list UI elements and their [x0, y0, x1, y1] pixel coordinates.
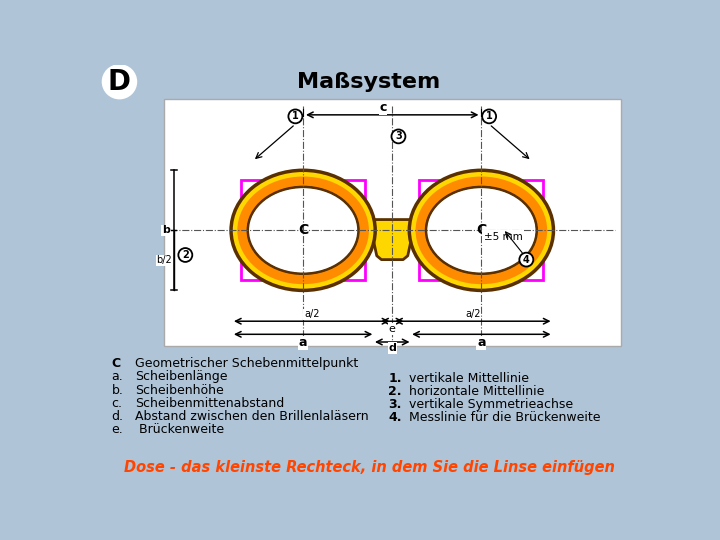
Text: a: a	[477, 336, 485, 349]
Text: Scheibenlänge: Scheibenlänge	[135, 370, 228, 383]
Text: 3.: 3.	[388, 398, 402, 411]
Text: a/2: a/2	[465, 309, 481, 319]
Text: Scheibenhöhe: Scheibenhöhe	[135, 383, 224, 396]
Text: e.: e.	[112, 423, 123, 436]
Circle shape	[289, 110, 302, 123]
Text: 1.: 1.	[388, 372, 402, 385]
Text: horizontale Mittellinie: horizontale Mittellinie	[409, 385, 544, 398]
Text: Dose - das kleinste Rechteck, in dem Sie die Linse einfügen: Dose - das kleinste Rechteck, in dem Sie…	[124, 460, 614, 475]
Text: b.: b.	[112, 383, 124, 396]
Text: Geometrischer Schebenmittelpunkt: Geometrischer Schebenmittelpunkt	[135, 357, 359, 370]
Text: a/2: a/2	[304, 309, 320, 319]
Text: Abstand zwischen den Brillenlaläsern: Abstand zwischen den Brillenlaläsern	[135, 410, 369, 423]
Text: a: a	[299, 336, 307, 349]
Text: vertikale Mittellinie: vertikale Mittellinie	[409, 372, 529, 385]
Text: Maßsystem: Maßsystem	[297, 72, 441, 92]
Text: d.: d.	[112, 410, 124, 423]
Text: Brückenweite: Brückenweite	[135, 423, 224, 436]
Ellipse shape	[248, 187, 359, 274]
Text: ±5 mm: ±5 mm	[484, 232, 523, 241]
Ellipse shape	[238, 177, 369, 284]
Text: 3: 3	[395, 131, 402, 141]
Text: D: D	[108, 68, 131, 96]
Bar	[241, 180, 365, 280]
Text: a.: a.	[112, 370, 123, 383]
Bar	[419, 180, 544, 280]
Ellipse shape	[409, 170, 554, 291]
Circle shape	[179, 248, 192, 262]
Text: Scheibenmittenabstand: Scheibenmittenabstand	[135, 397, 284, 410]
Circle shape	[519, 253, 534, 267]
Text: 1: 1	[486, 111, 492, 122]
Text: d: d	[388, 343, 396, 353]
Bar	[163, 99, 621, 346]
Ellipse shape	[415, 177, 547, 284]
Circle shape	[392, 130, 405, 143]
Text: C: C	[476, 224, 487, 238]
Text: e: e	[389, 324, 396, 334]
Polygon shape	[369, 220, 415, 260]
Text: 1: 1	[292, 111, 299, 122]
Text: 4: 4	[523, 255, 530, 265]
Text: C: C	[298, 224, 308, 238]
Text: c: c	[379, 102, 387, 114]
Text: 4.: 4.	[388, 411, 402, 424]
Text: c.: c.	[112, 397, 122, 410]
Ellipse shape	[231, 170, 375, 291]
Text: vertikale Symmetrieachse: vertikale Symmetrieachse	[409, 398, 573, 411]
Text: 2.: 2.	[388, 385, 402, 398]
Text: b/2: b/2	[156, 255, 172, 265]
Text: b: b	[162, 225, 170, 235]
Circle shape	[482, 110, 496, 123]
Circle shape	[102, 65, 137, 99]
Text: 2: 2	[182, 250, 189, 260]
Text: Messlinie für die Brückenweite: Messlinie für die Brückenweite	[409, 411, 600, 424]
Ellipse shape	[426, 187, 536, 274]
Text: C: C	[112, 357, 121, 370]
